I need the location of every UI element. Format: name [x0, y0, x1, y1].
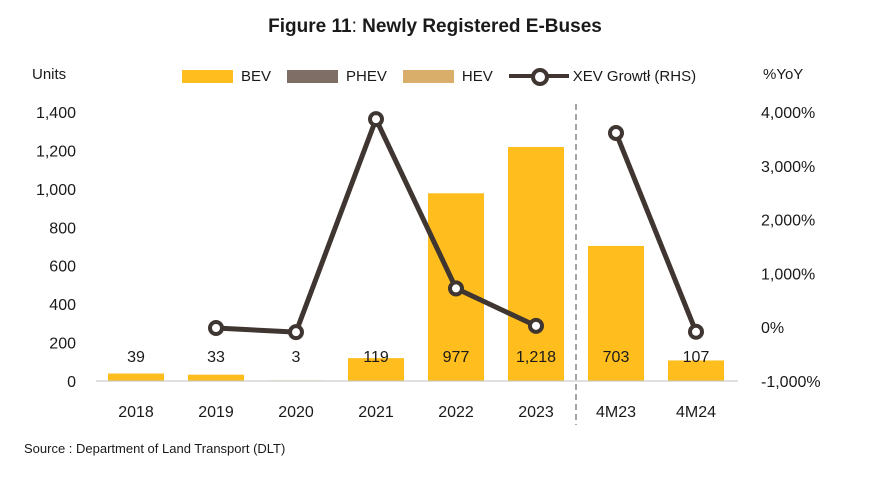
left-axis-tick-label: 1,200 [36, 143, 76, 160]
bar-bev-2019 [188, 374, 244, 381]
legend-item-bev: BEV [182, 68, 271, 85]
right-axis-tick-label: -1,000% [761, 374, 821, 391]
left-axis-tick-label: 200 [49, 336, 76, 353]
growth-point-2021 [368, 111, 384, 128]
bar-data-label: 33 [207, 349, 225, 366]
right-axis-tick-label: 3,000% [761, 159, 815, 176]
x-axis-tick-label: 4M24 [676, 404, 716, 421]
left-axis-tick-label: 1,000 [36, 182, 76, 199]
x-axis-tick-label: 2018 [118, 404, 154, 421]
right-axis-unit: %YoY [763, 66, 804, 83]
growth-point-2022 [448, 280, 464, 297]
bar-data-label: 39 [127, 349, 145, 366]
growth-point-2020 [288, 324, 304, 341]
legend-label-bev: BEV [241, 67, 272, 85]
bar-data-label: 119 [363, 349, 389, 366]
bar-data-label: 703 [603, 349, 630, 366]
right-axis-tick-label: 1,000% [761, 266, 815, 283]
legend-label-growth: XEV Growtł (RHS) [572, 67, 697, 85]
source-note: Source : Department of Land Transport (D… [24, 441, 286, 456]
title-text: Newly Registered E-Buses [356, 16, 602, 37]
growth-point-4m23 [608, 124, 624, 141]
x-axis-tick-label: 2021 [358, 404, 394, 421]
bar-bev-4m24 [668, 360, 724, 381]
left-axis-tick-label: 0 [67, 374, 76, 391]
legend-swatch-phev [287, 69, 339, 83]
bar-data-label: 107 [683, 349, 710, 366]
legend-item-hev: HEV [402, 67, 493, 85]
growth-line-segment [215, 116, 538, 335]
title-separator: : [351, 16, 357, 37]
legend-line-growth [508, 66, 569, 86]
bar-data-label: 1,218 [516, 349, 556, 366]
chart-title: Figure 11: Newly Registered E-Buses [0, 16, 870, 38]
bar-bev-2023 [508, 146, 564, 381]
left-axis-tick-label: 600 [49, 259, 76, 276]
legend-label-phev: PHEV [346, 67, 387, 85]
x-axis-tick-label: 2023 [518, 404, 554, 421]
right-axis-tick-label: 2,000% [761, 213, 815, 230]
left-axis-tick-label: 800 [49, 220, 76, 237]
bar-bev-2018 [108, 373, 164, 381]
right-axis-tick-label: 0% [761, 320, 784, 337]
left-axis-tick-label: 1,400 [36, 105, 76, 122]
bar-data-label: 3 [292, 349, 301, 366]
legend-item-growth: XEV Growtł (RHS) [508, 66, 697, 86]
bar-bev-2021 [348, 358, 404, 381]
title-figure-number: Figure 11 [268, 16, 352, 37]
bar-data-label: 977 [443, 349, 470, 366]
legend-label-hev: HEV [461, 67, 493, 85]
left-axis-unit: Units [32, 66, 67, 83]
left-axis-tick-label: 400 [49, 297, 76, 314]
growth-point-2019 [208, 320, 224, 337]
legend-swatch-bev [182, 69, 233, 83]
right-axis-tick-label: 4,000% [761, 105, 815, 122]
legend-swatch-hev [402, 69, 454, 83]
growth-line-segment [613, 132, 699, 333]
bar-bev-4m23 [588, 245, 644, 381]
growth-point-2023 [528, 317, 544, 334]
x-axis-tick-label: 2019 [198, 404, 234, 421]
legend: BEV PHEV HEV XEV Growtł (RHS) [182, 64, 712, 88]
x-axis-tick-label: 4M23 [596, 404, 636, 421]
growth-point-4m24 [688, 323, 704, 340]
x-axis-tick-label: 2020 [278, 404, 314, 421]
x-axis-tick-label: 2022 [438, 404, 474, 421]
legend-item-phev: PHEV [287, 68, 387, 85]
